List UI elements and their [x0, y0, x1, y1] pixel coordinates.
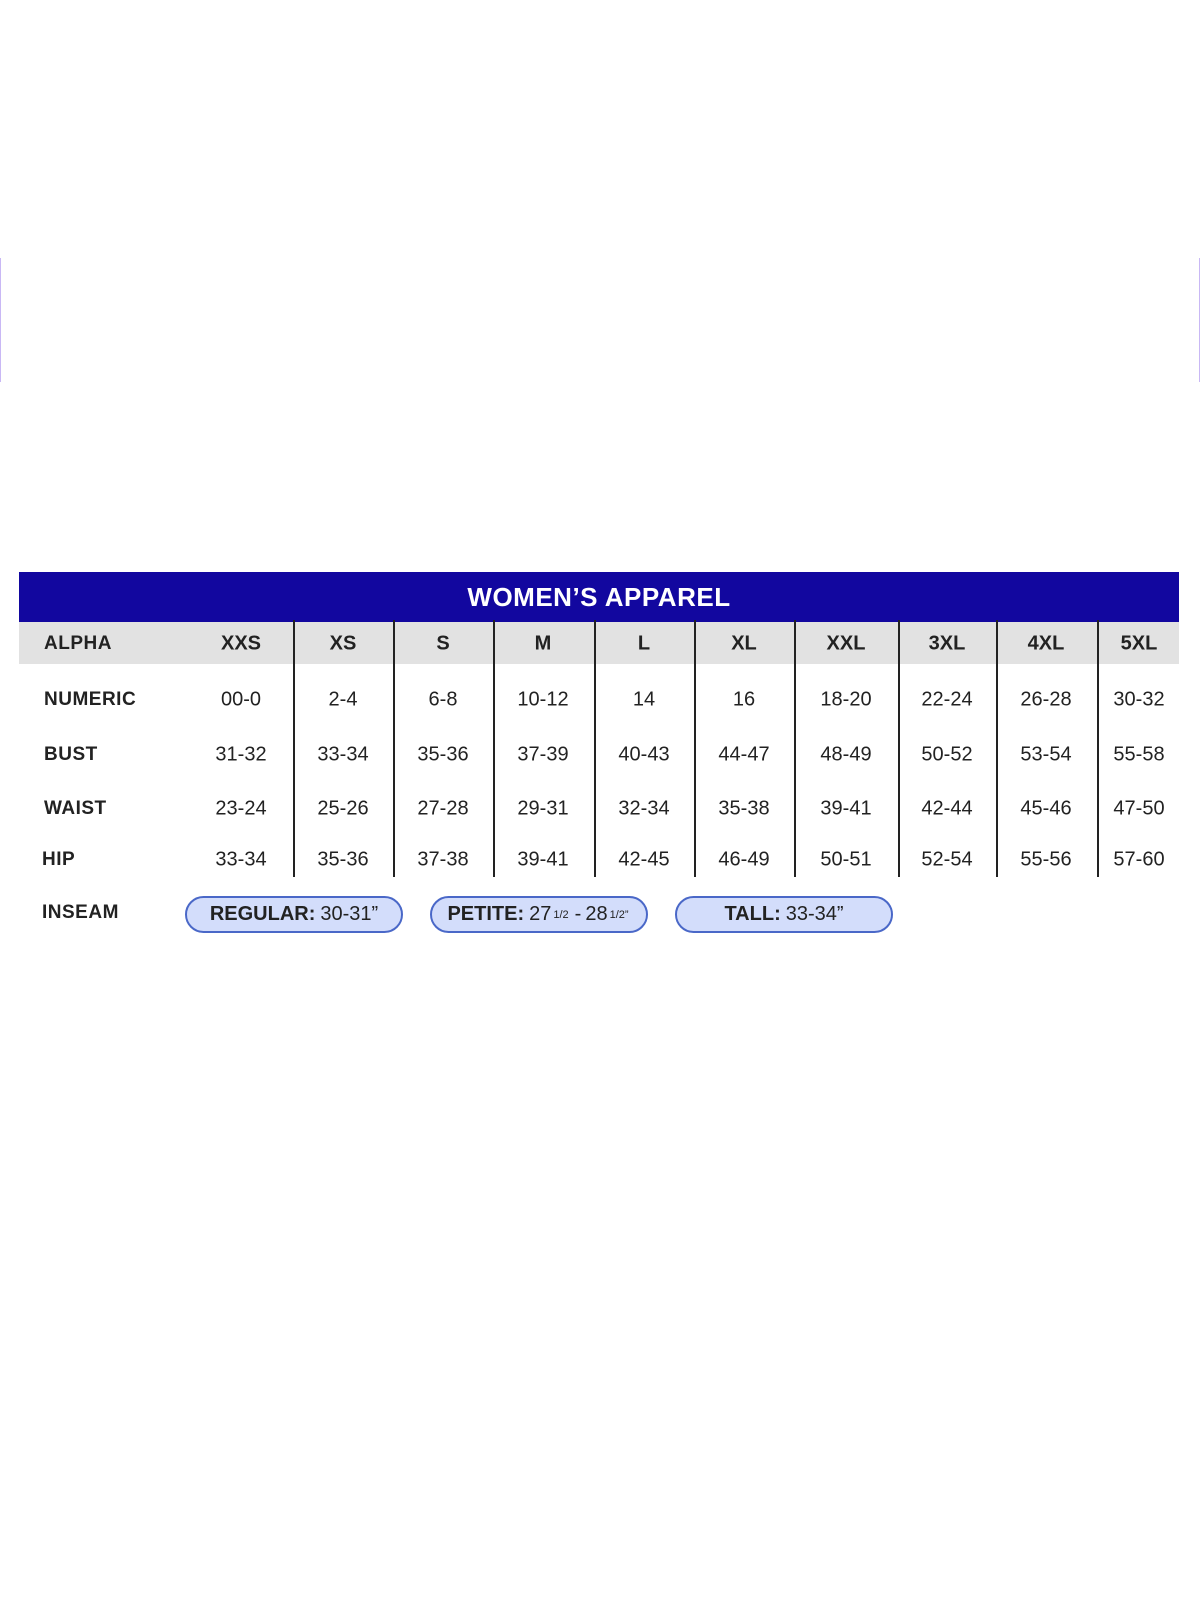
table-cell: 42-44 — [921, 797, 973, 820]
size-header-cell: XXL — [826, 632, 866, 655]
table-cell: 37-38 — [417, 848, 469, 871]
table-cell: 22-24 — [921, 688, 973, 711]
petite-whole-1: 27 — [529, 903, 552, 925]
chart-title: WOMEN’S APPAREL — [467, 581, 731, 612]
table-cell: 35-36 — [417, 743, 469, 766]
tall-value: 33-34” — [785, 903, 844, 925]
row-label-alpha: ALPHA — [44, 633, 112, 654]
table-cell: 55-58 — [1113, 743, 1165, 766]
alpha-row-band — [19, 622, 1179, 664]
table-cell: 50-52 — [921, 743, 973, 766]
table-cell: 31-32 — [215, 743, 267, 766]
table-cell: 25-26 — [317, 797, 369, 820]
column-divider — [393, 620, 395, 877]
table-cell: 00-0 — [220, 688, 262, 711]
inseam-regular-pill: REGULAR: 30-31” — [185, 896, 403, 933]
size-header-cell: XS — [329, 632, 357, 655]
size-header-cell: 5XL — [1120, 632, 1158, 655]
table-cell: 37-39 — [517, 743, 569, 766]
regular-value: 30-31” — [320, 903, 379, 925]
table-cell: 18-20 — [820, 688, 872, 711]
table-cell: 48-49 — [820, 743, 872, 766]
inseam-tall-pill: TALL: 33-34” — [675, 896, 893, 933]
petite-frac-2: 1/2” — [609, 908, 629, 921]
row-label-hip: HIP — [42, 849, 76, 870]
table-cell: 2-4 — [328, 688, 358, 711]
size-header-cell: XL — [731, 632, 757, 655]
inseam-petite-pill: PETITE: 27 1/2 - 28 1/2” — [430, 896, 648, 933]
chart-title-bar: WOMEN’S APPAREL — [19, 572, 1179, 622]
petite-name: PETITE: — [447, 903, 525, 925]
column-divider — [694, 620, 696, 877]
table-cell: 33-34 — [317, 743, 369, 766]
size-header-cell: L — [637, 632, 651, 655]
column-divider — [898, 620, 900, 877]
column-divider — [1097, 620, 1099, 877]
table-cell: 23-24 — [215, 797, 267, 820]
column-divider — [996, 620, 998, 877]
table-cell: 50-51 — [820, 848, 872, 871]
table-cell: 29-31 — [517, 797, 569, 820]
table-cell: 57-60 — [1113, 848, 1165, 871]
table-cell: 6-8 — [428, 688, 458, 711]
table-cell: 52-54 — [921, 848, 973, 871]
column-divider — [594, 620, 596, 877]
left-edge-line — [0, 258, 1, 382]
table-cell: 39-41 — [517, 848, 569, 871]
table-cell: 27-28 — [417, 797, 469, 820]
size-header-cell: 3XL — [928, 632, 966, 655]
table-cell: 35-38 — [718, 797, 770, 820]
size-header-cell: M — [534, 632, 552, 655]
petite-sep: - — [574, 903, 582, 925]
table-cell: 39-41 — [820, 797, 872, 820]
table-cell: 10-12 — [517, 688, 569, 711]
table-cell: 53-54 — [1020, 743, 1072, 766]
table-cell: 26-28 — [1020, 688, 1072, 711]
row-label-numeric: NUMERIC — [44, 689, 137, 710]
table-cell: 46-49 — [718, 848, 770, 871]
row-label-waist: WAIST — [44, 798, 107, 819]
table-cell: 30-32 — [1113, 688, 1165, 711]
table-cell: 35-36 — [317, 848, 369, 871]
table-cell: 16 — [732, 688, 756, 711]
tall-name: TALL: — [724, 903, 781, 925]
table-cell: 42-45 — [618, 848, 670, 871]
petite-frac-1: 1/2 — [553, 908, 569, 921]
table-cell: 33-34 — [215, 848, 267, 871]
column-divider — [293, 620, 295, 877]
regular-name: REGULAR: — [209, 903, 316, 925]
size-header-cell: 4XL — [1027, 632, 1065, 655]
row-label-bust: BUST — [44, 744, 98, 765]
table-cell: 32-34 — [618, 797, 670, 820]
column-divider — [493, 620, 495, 877]
column-divider — [794, 620, 796, 877]
table-cell: 47-50 — [1113, 797, 1165, 820]
table-cell: 14 — [632, 688, 656, 711]
inseam-label: INSEAM — [42, 902, 119, 923]
petite-whole-2: 28 — [585, 903, 608, 925]
table-cell: 44-47 — [718, 743, 770, 766]
size-header-cell: XXS — [220, 632, 262, 655]
table-cell: 45-46 — [1020, 797, 1072, 820]
table-cell: 55-56 — [1020, 848, 1072, 871]
table-cell: 40-43 — [618, 743, 670, 766]
size-header-cell: S — [436, 632, 450, 655]
